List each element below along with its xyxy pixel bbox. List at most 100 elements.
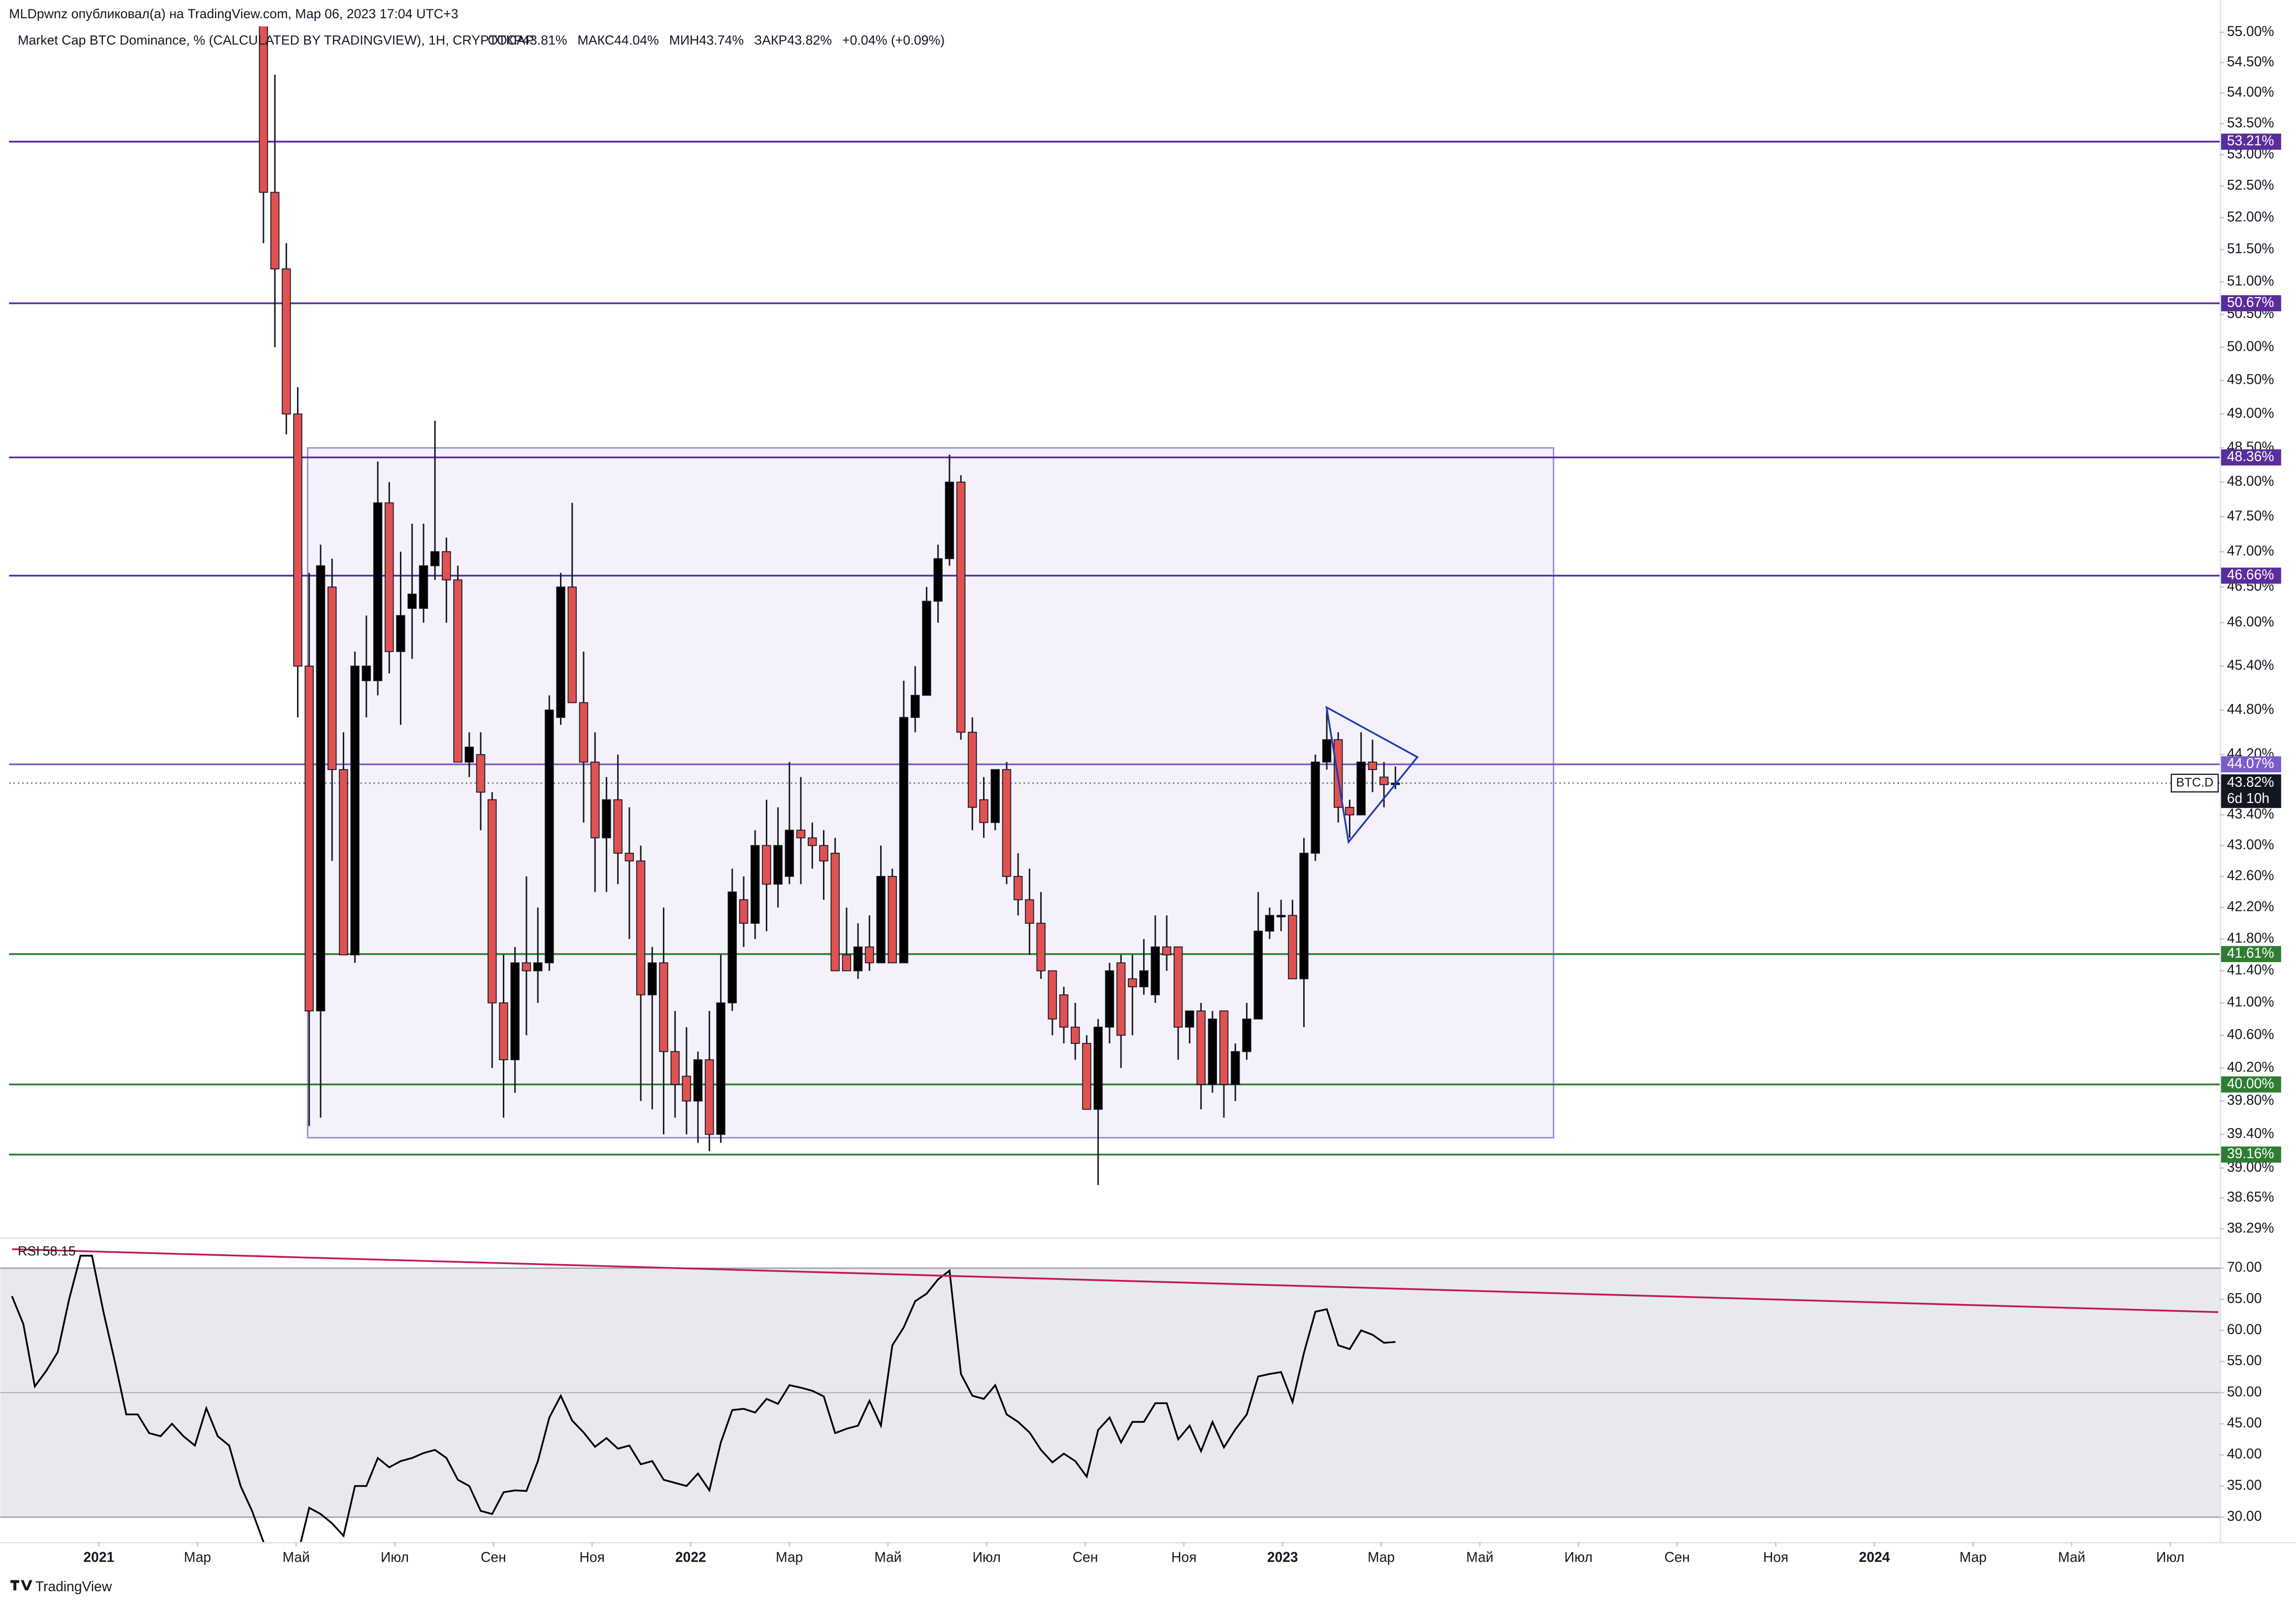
candle-body <box>762 845 771 885</box>
level-label-bg <box>2221 134 2281 150</box>
candle-body <box>1368 762 1378 770</box>
candle-body <box>922 601 931 696</box>
candle-body <box>1265 915 1275 932</box>
candle-body <box>282 268 291 415</box>
x-tick-label: Ноя <box>1763 1549 1788 1565</box>
candle-body <box>1379 776 1389 785</box>
x-tick-label: Мар <box>776 1549 803 1565</box>
candle-body <box>488 799 497 1003</box>
candle-body <box>590 762 600 838</box>
candle-body <box>636 860 646 996</box>
x-tick-label: 2023 <box>1267 1549 1298 1565</box>
x-tick-label: Май <box>283 1549 310 1565</box>
candle-body <box>853 946 863 971</box>
candle-body <box>1196 1010 1206 1085</box>
y-tick-label: 43.40% <box>2227 806 2274 822</box>
candle-body <box>773 845 783 885</box>
rsi-title: RSI <box>18 1244 40 1259</box>
level-label-bg <box>2221 568 2281 584</box>
candle-body <box>933 558 943 602</box>
candle-body <box>499 1002 508 1061</box>
y-tick-label: 40.20% <box>2227 1059 2274 1074</box>
x-tick-label: Ноя <box>580 1549 605 1565</box>
candle-body <box>1356 762 1366 816</box>
x-tick-label: Июл <box>1564 1549 1592 1565</box>
candle-body <box>1082 1043 1091 1110</box>
price-pane <box>307 447 1554 1138</box>
level-label: 50.67% <box>2227 294 2274 310</box>
axes: 55.00%54.50%54.00%53.50%53.00%52.50%52.0… <box>83 23 2281 1565</box>
candle-body <box>533 962 543 971</box>
series-title: Market Cap BTC Dominance, % (CALCULATED … <box>18 33 534 47</box>
candle-body <box>522 962 531 971</box>
candle-body <box>1242 1018 1251 1052</box>
candle-body <box>293 413 302 667</box>
candle-body <box>945 481 954 559</box>
y-tick-label: 38.65% <box>2227 1189 2274 1204</box>
rsi-trendline <box>12 1248 2219 1313</box>
y-tick-label: 47.50% <box>2227 507 2274 523</box>
candle-body <box>339 769 348 956</box>
candle-body <box>1299 853 1309 979</box>
candle-body <box>1208 1018 1217 1085</box>
candle-body <box>430 551 440 567</box>
last-price-label: 43.82% <box>2227 774 2274 790</box>
candle-body <box>613 799 623 854</box>
candle-body <box>361 666 371 681</box>
candle-body <box>796 830 806 838</box>
candle-body <box>373 502 383 681</box>
x-tick-label: Май <box>2058 1549 2085 1565</box>
candle-body <box>579 702 589 763</box>
x-tick-label: 2021 <box>83 1549 114 1565</box>
y-tick-label: 39.80% <box>2227 1092 2274 1107</box>
level-label-bg <box>2221 1146 2281 1163</box>
y-tick-label: 38.29% <box>2227 1220 2274 1236</box>
candle-body <box>1150 946 1160 996</box>
x-tick-label: 2022 <box>675 1549 706 1565</box>
candle-body <box>956 481 966 733</box>
candle-body <box>1322 739 1332 763</box>
candle-body <box>1048 970 1057 1020</box>
candle-body <box>1345 806 1354 816</box>
candle-body <box>1116 962 1126 1036</box>
candle-body <box>1162 946 1172 956</box>
y-tick-label: 49.50% <box>2227 371 2274 387</box>
publisher: MLDpwnz опубликовал(а) на TradingView.co… <box>9 6 458 21</box>
candle-body <box>1105 970 1115 1028</box>
candle-body <box>1174 946 1183 1028</box>
rsi-pane <box>0 1255 2220 1542</box>
logo-icon <box>10 1580 33 1591</box>
candle-body <box>1013 876 1023 901</box>
candle-body <box>316 565 326 1012</box>
candle-body <box>1002 769 1012 877</box>
level-label: 41.61% <box>2227 945 2274 961</box>
x-tick-label: Ноя <box>1171 1549 1196 1565</box>
candle-body <box>739 899 749 924</box>
candle-body <box>545 709 554 964</box>
candle-body <box>328 586 337 770</box>
candle-body <box>899 717 909 964</box>
y-tick-label: 55.00% <box>2227 23 2274 39</box>
logo-text: TradingView <box>35 1578 112 1594</box>
rsi-line <box>11 1255 1396 1542</box>
level-label: 46.66% <box>2227 567 2274 582</box>
rsi-value: 58.15 <box>43 1244 76 1259</box>
y-tick-label: 47.00% <box>2227 542 2274 558</box>
x-tick-label: Май <box>1466 1549 1493 1565</box>
x-tick-label: 2024 <box>1859 1549 1890 1565</box>
rsi-tick-label: 65.00 <box>2227 1290 2262 1306</box>
candle-body <box>1128 978 1137 987</box>
level-label: 53.21% <box>2227 133 2274 148</box>
rsi-tick-label: 45.00 <box>2227 1415 2262 1431</box>
candle-body <box>705 1059 714 1135</box>
last-price-bg <box>2221 774 2281 808</box>
candle-body <box>1093 1027 1103 1110</box>
candle-body <box>659 962 668 1052</box>
rsi-tick-label: 30.00 <box>2227 1508 2262 1524</box>
candle-body <box>602 799 611 838</box>
y-tick-label: 42.60% <box>2227 867 2274 883</box>
level-label-bg <box>2221 295 2281 311</box>
triangle-drawing <box>1325 705 1419 844</box>
candle-body <box>1139 970 1148 987</box>
